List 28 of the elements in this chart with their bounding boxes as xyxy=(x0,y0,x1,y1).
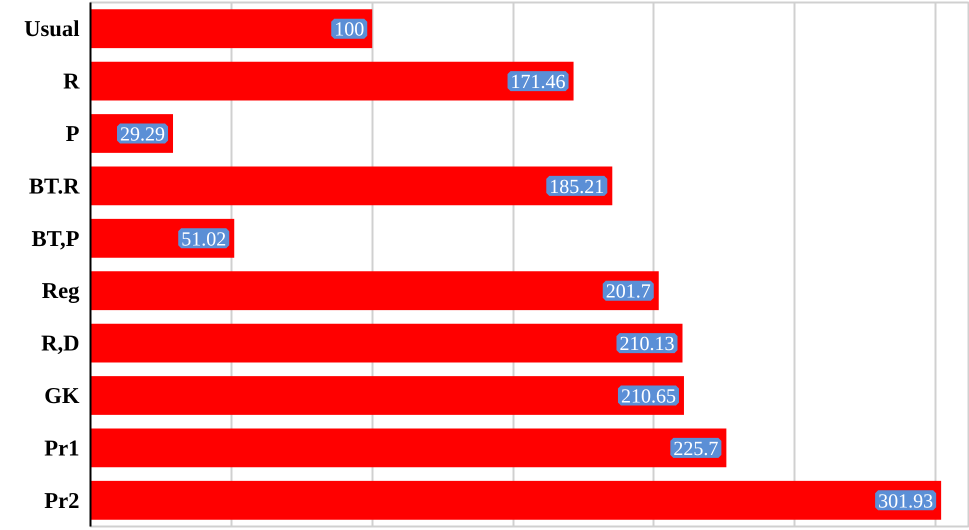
data-label: 225.7 xyxy=(673,438,718,460)
bar xyxy=(90,9,372,48)
y-tick-label: Usual xyxy=(24,16,80,42)
bar xyxy=(90,324,682,362)
y-tick-label: R xyxy=(63,68,80,94)
data-label: 185.21 xyxy=(549,176,604,198)
y-tick-label: GK xyxy=(44,383,80,408)
y-tick-label: Pr2 xyxy=(44,488,80,513)
data-label: 301.93 xyxy=(878,490,934,512)
data-label: 29.29 xyxy=(120,124,166,146)
data-label: 210.13 xyxy=(620,333,674,356)
bar xyxy=(90,480,942,520)
y-tick-label: Pr1 xyxy=(44,435,80,460)
bar xyxy=(90,166,612,206)
bar xyxy=(90,62,574,100)
data-label: 210.65 xyxy=(620,386,676,408)
y-tick-label: BT,P xyxy=(31,226,80,251)
bar xyxy=(90,428,726,468)
data-label: 171.46 xyxy=(510,71,566,94)
y-tick-label: R,D xyxy=(41,330,80,356)
bar xyxy=(90,376,684,415)
y-tick-label: BT.R xyxy=(28,173,80,198)
data-label: 51.02 xyxy=(181,228,226,250)
bar xyxy=(90,271,659,310)
data-label: 100 xyxy=(334,18,364,41)
data-label: 201.7 xyxy=(606,280,651,303)
y-tick-label: P xyxy=(66,121,80,146)
y-tick-label: Reg xyxy=(42,278,80,304)
